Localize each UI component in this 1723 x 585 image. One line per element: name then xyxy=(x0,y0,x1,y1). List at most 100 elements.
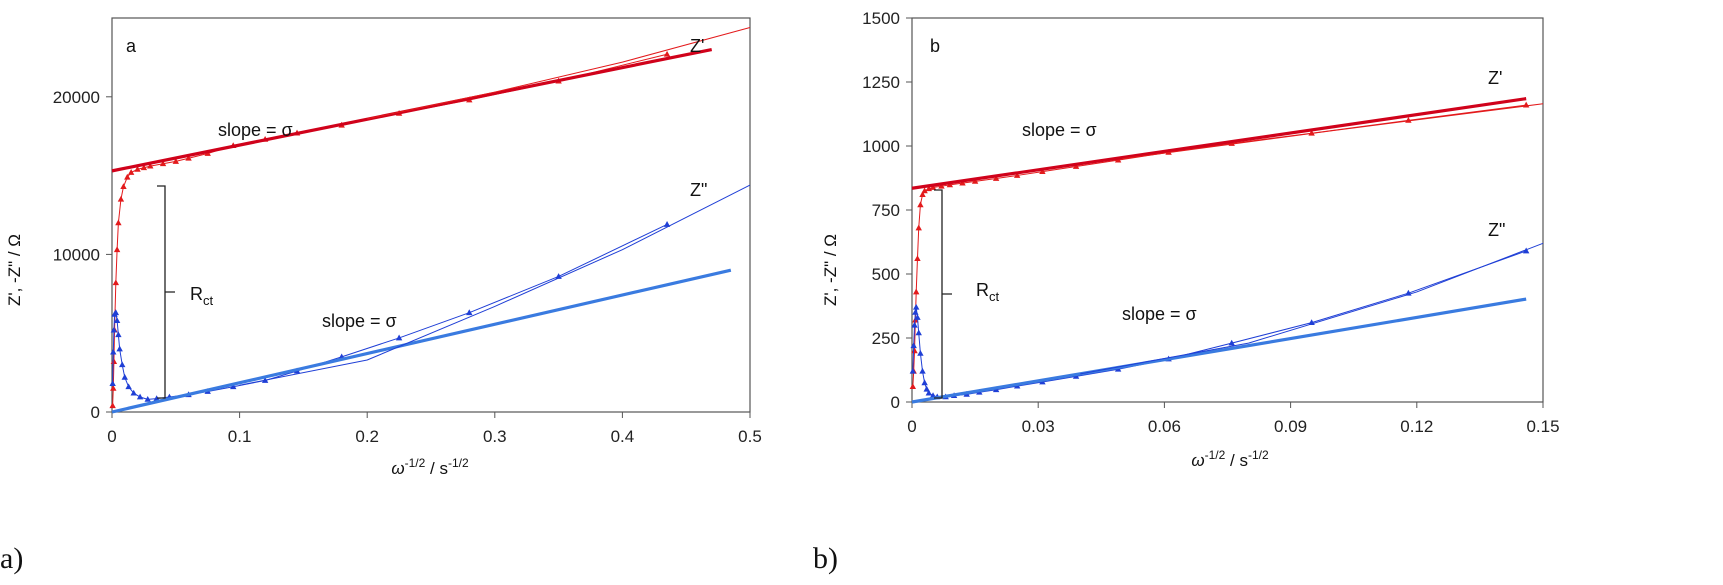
data-point xyxy=(110,358,118,364)
data-point xyxy=(130,389,137,396)
data-point xyxy=(172,158,179,164)
data-point xyxy=(915,224,922,231)
y-tick-label: 1500 xyxy=(862,9,900,28)
data-point xyxy=(1228,339,1235,346)
data-point xyxy=(992,175,1000,181)
x-tick-label: 0.1 xyxy=(228,427,252,446)
slope-label-z-double-prime: slope = σ xyxy=(322,311,397,331)
x-tick-label: 0.3 xyxy=(483,427,507,446)
x-axis-label: ω-1/2 / s-1/2 xyxy=(1191,448,1269,470)
rct-bracket xyxy=(934,189,952,399)
series-connector xyxy=(112,53,668,406)
series-line xyxy=(1122,103,1544,160)
data-point xyxy=(116,345,123,352)
data-point xyxy=(917,349,924,356)
z-prime-label: Z' xyxy=(690,36,704,56)
panel-caption: a) xyxy=(0,542,23,575)
series-line xyxy=(111,268,732,414)
data-point xyxy=(112,279,120,286)
x-tick-label: 0.4 xyxy=(611,427,635,446)
x-axis-label: ω-1/2 / s-1/2 xyxy=(391,456,469,478)
x-tick-label: 0.03 xyxy=(1022,417,1055,436)
panel-letter: b xyxy=(930,36,940,56)
data-point xyxy=(663,221,671,227)
x-tick-label: 0.09 xyxy=(1274,417,1307,436)
data-point xyxy=(119,361,126,368)
y-tick-label: 1000 xyxy=(862,137,900,156)
y-tick-label: 750 xyxy=(872,201,900,220)
data-point xyxy=(909,367,917,374)
series-line xyxy=(367,26,751,120)
y-tick-label: 250 xyxy=(872,329,900,348)
y-tick-label: 10000 xyxy=(53,245,100,264)
slope-label-z-double-prime: slope = σ xyxy=(1122,304,1197,324)
data-point xyxy=(912,309,919,315)
x-tick-label: 0.06 xyxy=(1148,417,1181,436)
data-point xyxy=(110,326,118,333)
data-point xyxy=(153,395,160,402)
series-connector xyxy=(912,250,1527,398)
data-point xyxy=(1013,172,1021,178)
data-point xyxy=(919,191,926,198)
data-point xyxy=(959,179,966,186)
series-line xyxy=(911,297,1527,404)
series-line xyxy=(111,47,713,173)
data-point xyxy=(144,395,151,402)
panel-caption: b) xyxy=(813,542,838,575)
data-point xyxy=(136,393,144,400)
data-point xyxy=(124,173,131,180)
data-point xyxy=(112,309,120,316)
y-tick-label: 500 xyxy=(872,265,900,284)
data-point xyxy=(1072,163,1080,169)
series-line xyxy=(911,97,1527,190)
data-point xyxy=(663,50,671,57)
data-point xyxy=(117,195,125,202)
data-point xyxy=(113,246,121,253)
slope-label-z-prime: slope = σ xyxy=(1022,120,1097,140)
data-point xyxy=(147,162,154,169)
data-point xyxy=(923,385,930,392)
plot-frame xyxy=(111,17,751,413)
y-axis-label: Z', -Z" / Ω xyxy=(821,234,840,306)
data-point xyxy=(915,329,922,336)
chart-panel-b: 0 0.03 0.06 0.09 0.12 0.15 0 250 500 750 1000 1250 1… xyxy=(813,9,1560,575)
data-point xyxy=(929,392,937,398)
z-prime-label: Z' xyxy=(1488,68,1502,88)
data-point xyxy=(110,348,117,355)
data-point xyxy=(466,309,473,316)
data-point xyxy=(1039,168,1046,174)
series-line xyxy=(239,184,751,386)
data-point xyxy=(185,154,192,161)
chart-panel-a: 0 0.1 0.2 0.3 0.4 0.5 0 10000 20000 Rct Z' Z" slope … xyxy=(0,17,762,575)
data-point xyxy=(109,402,116,409)
x-tick-label: 0.5 xyxy=(738,427,762,446)
data-point xyxy=(911,321,918,328)
x-tick-label: 0.2 xyxy=(355,427,379,446)
series-connector xyxy=(912,104,1527,387)
data-point xyxy=(230,383,237,390)
data-point xyxy=(910,342,917,349)
data-point xyxy=(914,255,921,262)
data-point xyxy=(911,347,918,354)
data-point xyxy=(921,187,928,194)
x-tick-label: 0 xyxy=(907,417,916,436)
data-point xyxy=(127,169,135,175)
data-point xyxy=(109,380,116,387)
y-axis-label: Z', -Z" / Ω xyxy=(5,234,24,306)
panel-letter: a xyxy=(126,36,137,56)
y-tick-label: 1250 xyxy=(862,73,900,92)
data-point xyxy=(1522,247,1530,254)
data-point xyxy=(913,288,920,295)
data-point xyxy=(925,389,933,396)
data-point xyxy=(125,383,132,390)
y-tick-label: 20000 xyxy=(53,88,100,107)
y-tick-label: 0 xyxy=(91,403,100,422)
data-point xyxy=(134,165,141,172)
rct-bracket xyxy=(157,185,175,399)
data-point xyxy=(113,317,121,323)
data-point xyxy=(121,373,128,380)
data-point xyxy=(115,331,122,338)
z-double-prime-label: Z" xyxy=(690,180,707,200)
data-point xyxy=(395,334,403,341)
